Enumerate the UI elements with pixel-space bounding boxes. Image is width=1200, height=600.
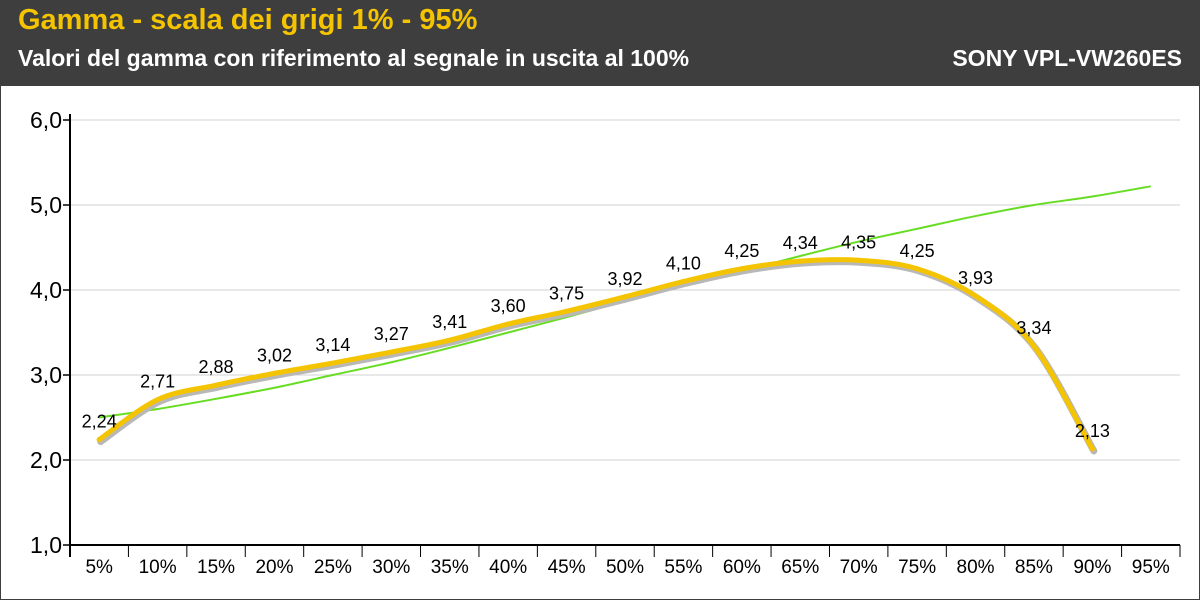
measured-gamma-point (914, 266, 920, 272)
data-label: 2,13 (1075, 421, 1110, 441)
chart-subtitle: Valori del gamma con riferimento al segn… (18, 45, 690, 71)
x-tick-label: 70% (840, 557, 878, 578)
data-label: 2,88 (199, 357, 234, 377)
measured-gamma-point (505, 321, 511, 327)
x-tick-label: 30% (372, 557, 410, 578)
y-tick-label: 2,0 (30, 447, 62, 473)
data-label: 3,92 (607, 269, 642, 289)
y-tick-label: 6,0 (30, 107, 62, 133)
measured-gamma-point (96, 437, 102, 443)
measured-gamma-point (564, 308, 570, 314)
measured-gamma-point (388, 349, 394, 355)
measured-gamma-point (680, 279, 686, 284)
y-tick-label: 5,0 (30, 192, 62, 218)
data-label: 4,25 (900, 241, 935, 261)
measured-gamma-point (1089, 446, 1095, 452)
measured-gamma-point (155, 397, 161, 403)
x-tick-label: 25% (314, 557, 352, 578)
measured-gamma-point (856, 257, 862, 263)
measured-gamma-point (271, 370, 277, 376)
data-label: 3,41 (432, 312, 467, 332)
x-tick-label: 15% (197, 557, 235, 578)
chart-header: Gamma - scala dei grigi 1% - 95% Valori … (0, 0, 1200, 86)
device-model: SONY VPL-VW260ES (952, 45, 1182, 71)
measured-gamma-point (622, 294, 628, 300)
x-tick-label: 10% (139, 557, 177, 578)
data-label: 4,25 (724, 241, 759, 261)
x-tick-label: 95% (1132, 557, 1170, 578)
data-label: 3,27 (374, 324, 409, 344)
data-label: 2,24 (82, 412, 117, 432)
data-label: 3,14 (315, 335, 350, 355)
x-tick-label: 75% (898, 557, 936, 578)
measured-gamma-point (797, 258, 803, 264)
data-label: 4,10 (666, 254, 701, 274)
x-tick-label: 45% (548, 557, 586, 578)
x-tick-label: 35% (431, 557, 469, 578)
measured-gamma-point (739, 266, 745, 272)
x-tick-label: 85% (1015, 557, 1053, 578)
x-tick-label: 20% (255, 557, 293, 578)
y-tick-label: 4,0 (30, 277, 62, 303)
measured-gamma-line (96, 257, 1095, 452)
measured-gamma-point (973, 293, 979, 299)
y-tick-label: 1,0 (30, 532, 62, 558)
measured-gamma-point (1031, 343, 1037, 349)
x-tick-label: 55% (664, 557, 702, 578)
x-tick-label: 5% (85, 557, 113, 578)
x-tick-label: 60% (723, 557, 761, 578)
measured-gamma-point (213, 382, 219, 388)
x-tick-label: 40% (489, 557, 527, 578)
data-label: 3,75 (549, 283, 584, 303)
data-label: 3,02 (257, 345, 292, 365)
data-label: 2,71 (140, 372, 175, 392)
x-tick-label: 65% (781, 557, 819, 578)
y-tick-label: 3,0 (30, 362, 62, 388)
data-label: 4,34 (783, 233, 818, 253)
data-label: 3,34 (1016, 318, 1051, 338)
chart-title: Gamma - scala dei grigi 1% - 95% (18, 4, 478, 36)
data-label: 3,93 (958, 268, 993, 288)
data-label: 3,60 (491, 296, 526, 316)
measured-gamma-point (447, 337, 453, 343)
x-tick-label: 80% (957, 557, 995, 578)
x-tick-label: 50% (606, 557, 644, 578)
x-tick-label: 90% (1073, 557, 1111, 578)
data-label: 4,35 (841, 232, 876, 252)
measured-gamma-point (330, 360, 336, 366)
